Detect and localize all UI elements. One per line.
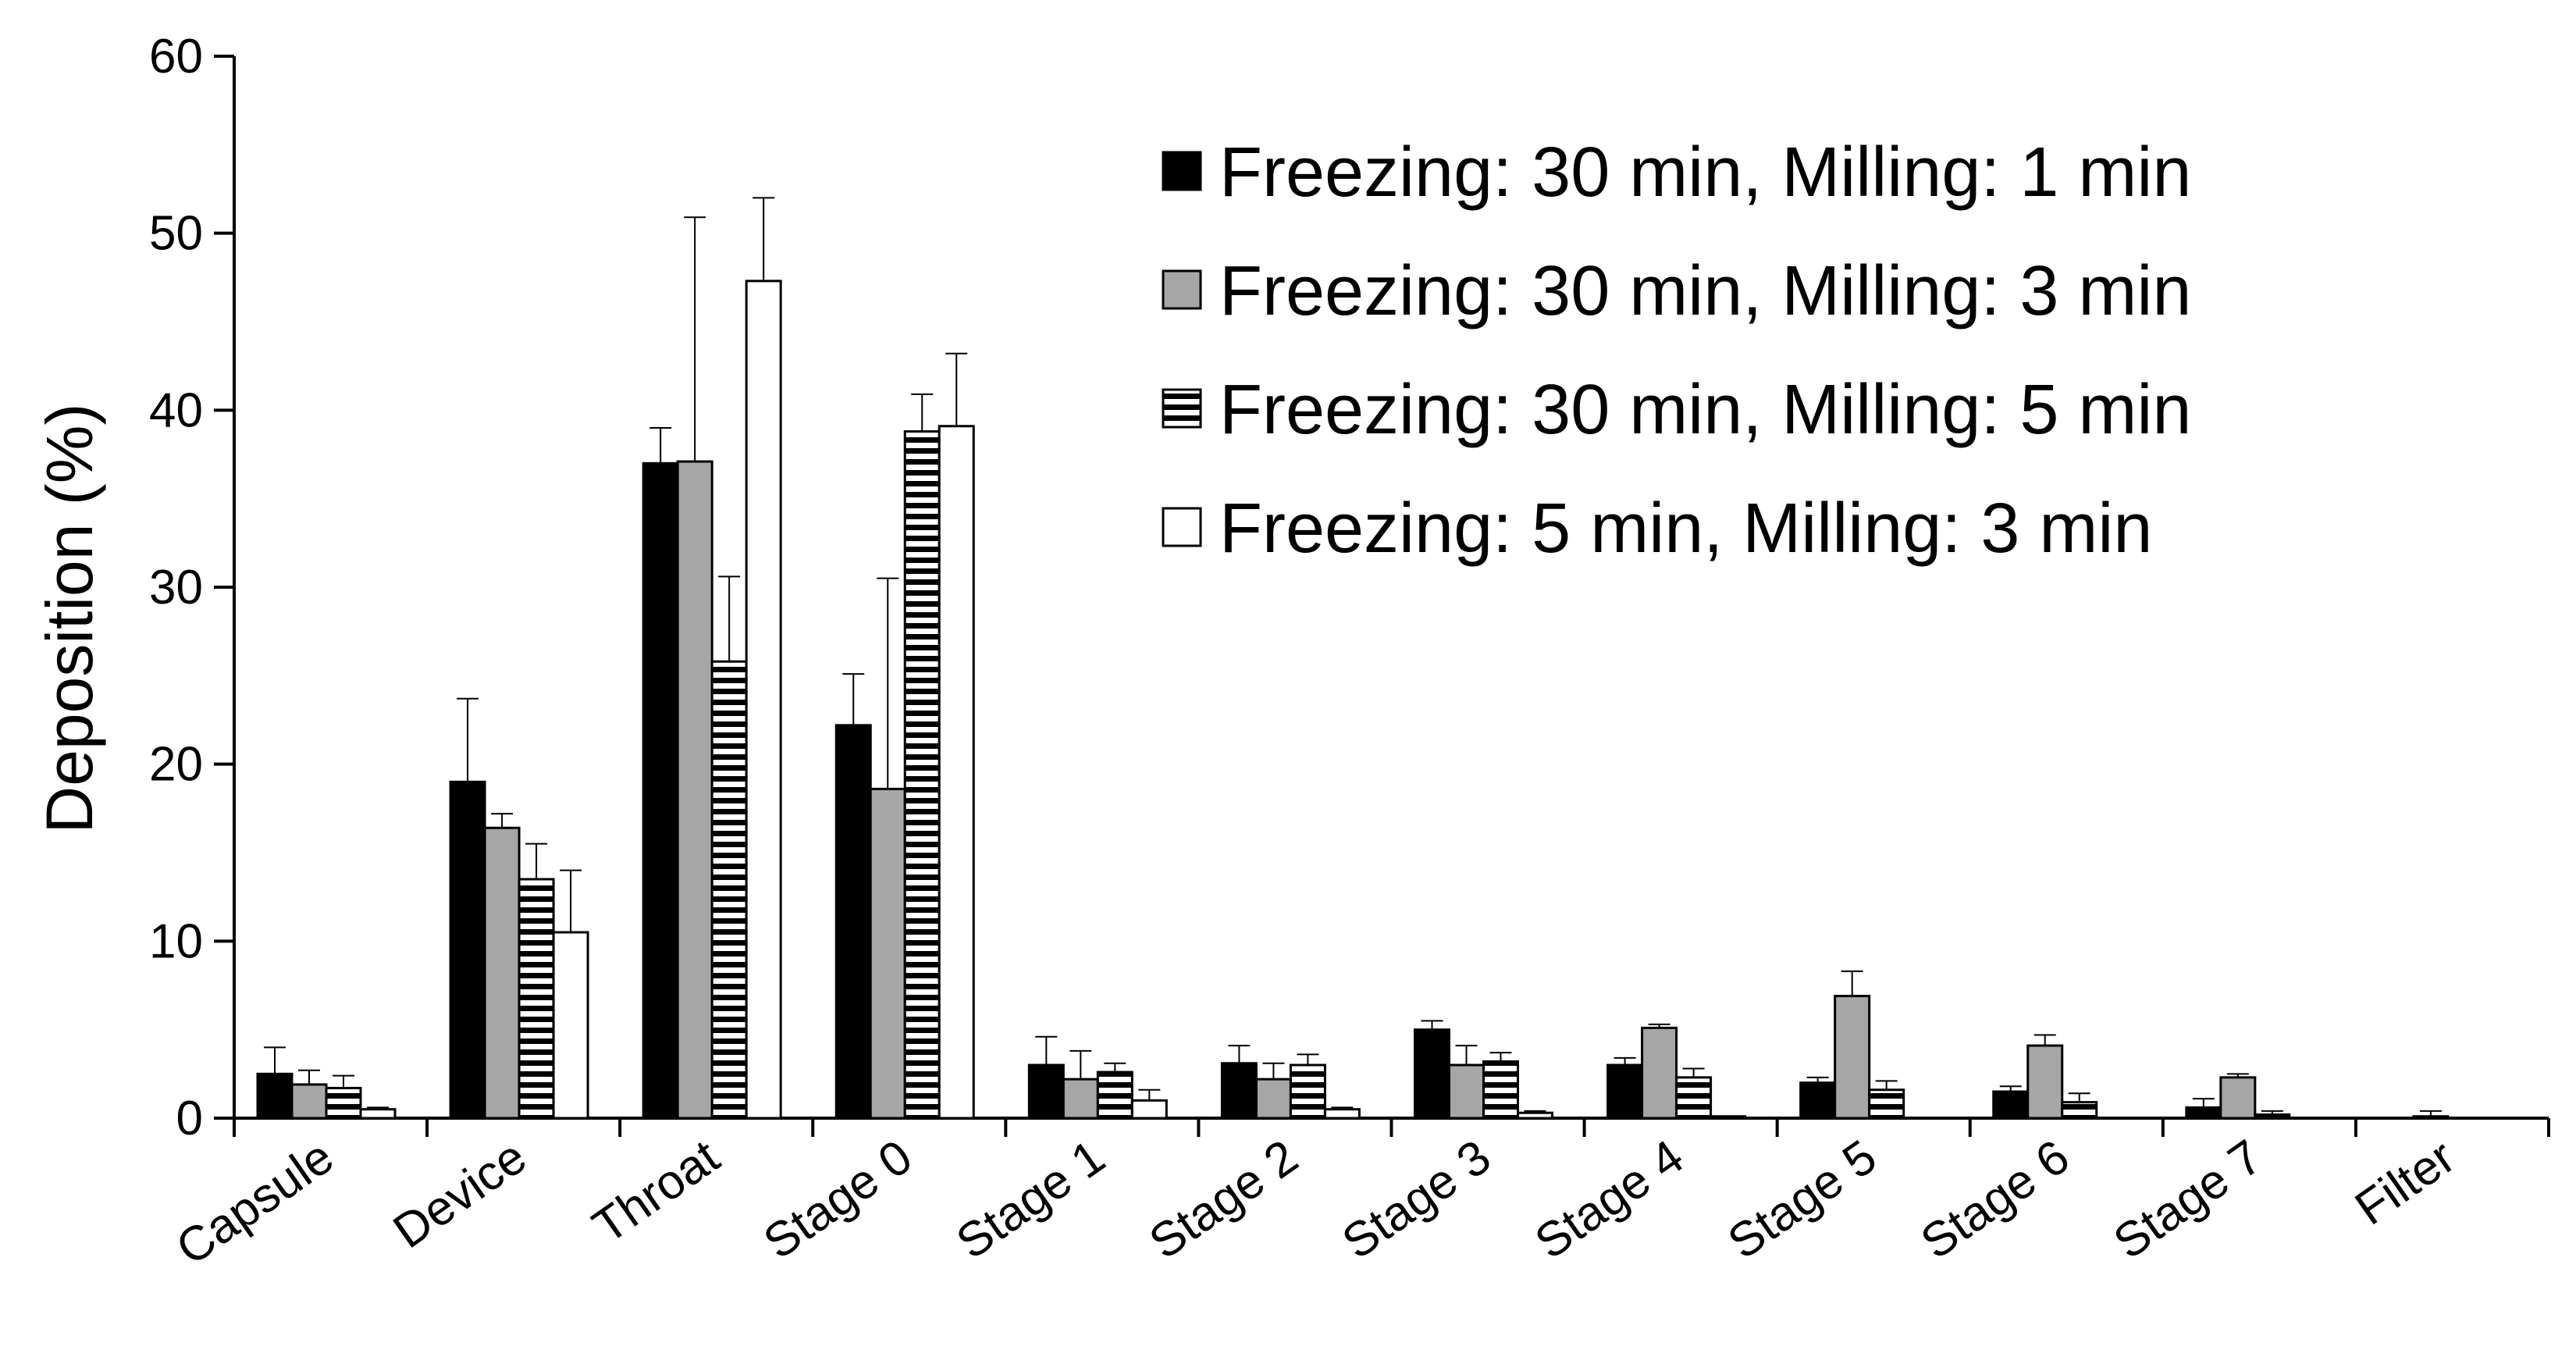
legend-label-1: Freezing: 30 min, Milling: 1 min: [1219, 134, 2191, 212]
x-category-label: Stage 6: [1912, 1130, 2080, 1270]
bar-series-4: [938, 425, 975, 1120]
x-category-label: Stage 4: [1525, 1130, 1693, 1270]
bar-series-2: [1062, 1078, 1099, 1120]
bar-series-1: [2185, 1106, 2222, 1120]
legend-swatch-2: [1162, 269, 1202, 310]
bar-series-3: [2254, 1113, 2291, 1120]
y-axis-title: Deposition (%): [33, 404, 106, 834]
bar-series-3: [1096, 1071, 1133, 1120]
bar-series-3: [1868, 1088, 1905, 1120]
x-category-label: Stage 7: [2105, 1130, 2272, 1270]
bar-series-2: [1834, 995, 1871, 1120]
y-tick-label: 0: [176, 1092, 203, 1145]
bar-series-4: [1710, 1115, 1747, 1120]
bar-series-3: [1289, 1063, 1326, 1120]
bar-series-1: [834, 724, 872, 1120]
bar-series-3: [903, 430, 941, 1120]
bar-series-4: [1130, 1099, 1168, 1120]
legend-swatch-3: [1162, 388, 1202, 429]
bar-series-1: [449, 780, 486, 1120]
bar-series-2: [676, 460, 713, 1120]
legend-swatch-1: [1162, 151, 1202, 191]
legend-swatch-4: [1162, 507, 1202, 547]
bar-series-4: [745, 280, 782, 1120]
x-category-label: Stage 1: [947, 1130, 1115, 1270]
bar-series-1: [1414, 1028, 1450, 1120]
bar-series-3: [325, 1086, 362, 1120]
x-category-label: Stage 2: [1140, 1130, 1308, 1270]
bar-series-4: [1517, 1111, 1553, 1120]
bar-series-2: [869, 787, 906, 1120]
x-category-label: Filter: [2346, 1130, 2464, 1236]
bar-series-1: [1799, 1081, 1837, 1120]
x-category-label: Stage 5: [1719, 1130, 1887, 1270]
bar-series-4: [1323, 1108, 1361, 1120]
bar-series-2: [1254, 1078, 1292, 1120]
bar-series-3: [2061, 1101, 2098, 1120]
bar-series-1: [1606, 1063, 1644, 1120]
bar-series-1: [1220, 1062, 1258, 1120]
bar-series-1: [256, 1072, 294, 1120]
legend-label-3: Freezing: 30 min, Milling: 5 min: [1219, 371, 2191, 449]
bar-series-2: [2219, 1076, 2257, 1120]
bar-series-2: [290, 1083, 328, 1120]
x-category-label: Capsule: [167, 1130, 343, 1276]
y-tick-label: 20: [149, 738, 203, 792]
bar-series-2: [1448, 1063, 1485, 1120]
legend-label-4: Freezing: 5 min, Milling: 3 min: [1219, 490, 2152, 568]
bar-series-3: [1482, 1060, 1519, 1120]
y-tick-label: 10: [149, 914, 203, 968]
bar-series-3: [710, 660, 748, 1120]
x-category-label: Throat: [583, 1130, 728, 1254]
bar-series-4: [552, 931, 589, 1120]
bar-series-1: [642, 461, 679, 1120]
bar-series-3: [1675, 1076, 1713, 1120]
bar-series-1: [1027, 1063, 1065, 1120]
x-category-label: Stage 3: [1332, 1130, 1500, 1270]
y-tick-label: 50: [149, 207, 203, 261]
bar-series-2: [2026, 1044, 2064, 1120]
bar-series-1: [1992, 1090, 2030, 1120]
bar-series-4: [359, 1108, 397, 1120]
bar-series-3: [518, 878, 555, 1120]
y-tick-label: 60: [149, 30, 203, 84]
x-category-label: Stage 0: [754, 1130, 922, 1270]
y-tick-label: 40: [149, 383, 203, 437]
bar-series-2: [1641, 1026, 1678, 1120]
x-category-label: Device: [384, 1130, 536, 1259]
bar-series-2: [483, 826, 521, 1120]
bar-series-2: [2412, 1115, 2450, 1120]
legend-label-2: Freezing: 30 min, Milling: 3 min: [1219, 252, 2191, 330]
y-tick-label: 30: [149, 561, 203, 615]
